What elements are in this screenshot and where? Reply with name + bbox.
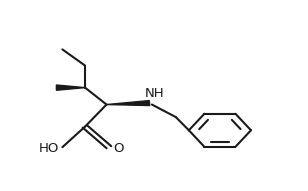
Text: O: O — [114, 142, 124, 155]
Polygon shape — [56, 85, 85, 90]
Text: NH: NH — [144, 87, 164, 100]
Text: HO: HO — [38, 142, 59, 155]
Polygon shape — [107, 101, 150, 106]
